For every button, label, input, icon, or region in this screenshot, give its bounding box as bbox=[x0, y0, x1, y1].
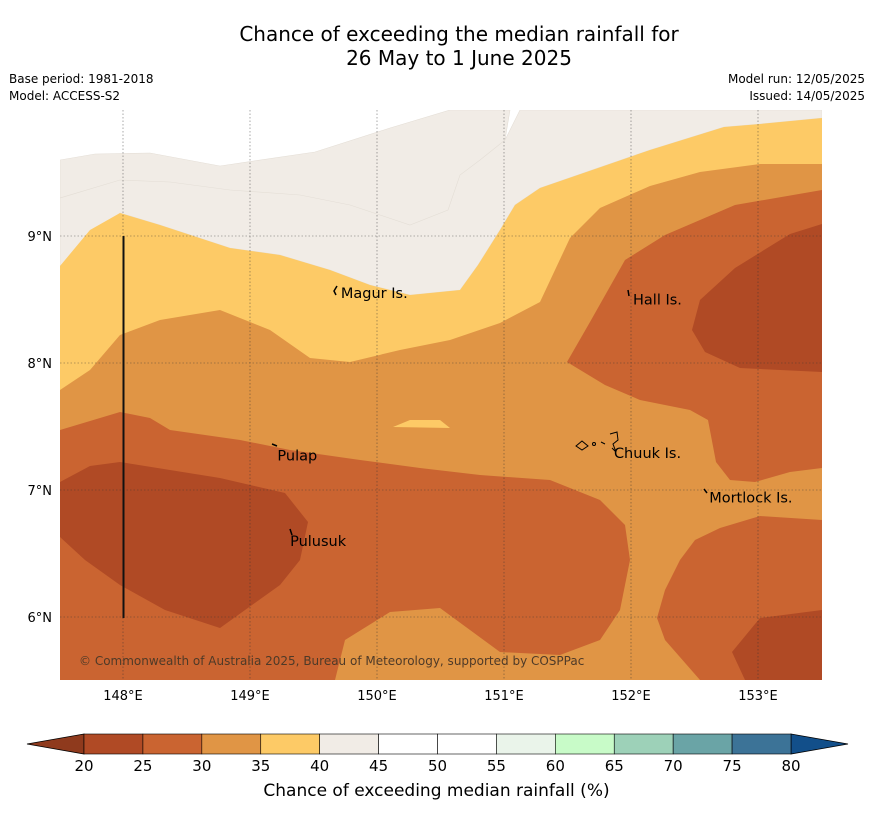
rainfall-map: Magur Is. Hall Is. Pulap Chuuk Is. Mortlock … bbox=[28, 110, 822, 704]
colorbar-tick-60: 60 bbox=[546, 757, 565, 775]
latitude-tick-labels: 9°N 8°N 7°N 6°N bbox=[28, 230, 53, 626]
colorbar-high-extend bbox=[790, 733, 849, 755]
lon-tick-4: 152°E bbox=[611, 689, 651, 704]
colorbar-tick-80: 80 bbox=[781, 757, 800, 775]
colorbar-label: Chance of exceeding median rainfall (%) bbox=[263, 781, 610, 801]
place-label-hall-is: Hall Is. bbox=[633, 293, 682, 309]
model-text: Model: ACCESS-S2 bbox=[9, 89, 121, 103]
meta-right: Model run: 12/05/2025 Issued: 14/05/2025 bbox=[728, 71, 865, 105]
colorbar-tick-20: 20 bbox=[74, 757, 93, 775]
colorbar-tick-70: 70 bbox=[664, 757, 683, 775]
colorbar-tick-40: 40 bbox=[310, 757, 329, 775]
colorbar-cell-9 bbox=[613, 733, 674, 755]
colorbar-cell-6 bbox=[437, 733, 497, 755]
lon-tick-3: 151°E bbox=[484, 689, 524, 704]
colorbar-tick-45: 45 bbox=[369, 757, 388, 775]
colorbar-cell-2 bbox=[201, 733, 262, 755]
mortlock-island-shape bbox=[703, 488, 708, 494]
colorbar-cells bbox=[26, 733, 849, 755]
place-label-magur-is: Magur Is. bbox=[341, 286, 408, 302]
colorbar-tick-30: 30 bbox=[192, 757, 211, 775]
colorbar-cell-8 bbox=[555, 733, 615, 755]
colorbar-ticks: 20 25 30 35 40 45 50 55 60 65 70 75 80 bbox=[74, 757, 800, 775]
colorbar-cell-0 bbox=[83, 733, 144, 755]
colorbar-tick-65: 65 bbox=[605, 757, 624, 775]
lon-tick-5: 153°E bbox=[738, 689, 778, 704]
lon-tick-1: 149°E bbox=[230, 689, 270, 704]
zone-20-25 bbox=[60, 224, 822, 680]
colorbar-tick-55: 55 bbox=[487, 757, 506, 775]
meta-left: Base period: 1981-2018 Model: ACCESS-S2 bbox=[9, 71, 154, 105]
colorbar-cell-10 bbox=[672, 733, 733, 755]
zone-35-40-patch bbox=[393, 420, 450, 428]
copyright-notice: © Commonwealth of Australia 2025, Bureau… bbox=[79, 654, 584, 668]
lat-tick-1: 8°N bbox=[28, 357, 53, 372]
colorbar-cell-7 bbox=[496, 733, 556, 755]
lon-tick-0: 148°E bbox=[103, 689, 143, 704]
lon-tick-2: 150°E bbox=[357, 689, 397, 704]
place-labels: Magur Is. Hall Is. Pulap Chuuk Is. Mortlock … bbox=[277, 286, 792, 550]
colorbar-cell-11 bbox=[731, 733, 792, 755]
magur-island-shape bbox=[333, 285, 338, 296]
title-line-2: 26 May to 1 June 2025 bbox=[346, 46, 572, 70]
colorbar-cell-5 bbox=[378, 733, 438, 755]
hall-island-shape bbox=[627, 289, 630, 297]
colorbar-low-extend bbox=[26, 733, 85, 755]
model-run-text: Model run: 12/05/2025 bbox=[727, 72, 865, 86]
colorbar-cell-1 bbox=[142, 733, 203, 755]
place-label-mortlock-is: Mortlock Is. bbox=[709, 491, 792, 507]
map-fill: Magur Is. Hall Is. Pulap Chuuk Is. Mortlock … bbox=[60, 110, 822, 680]
base-period-text: Base period: 1981-2018 bbox=[9, 72, 154, 86]
pulap-island-shape bbox=[271, 443, 278, 447]
lat-tick-0: 9°N bbox=[28, 230, 53, 245]
chart-title: Chance of exceeding the median rainfall … bbox=[0, 22, 873, 70]
place-label-pulusuk: Pulusuk bbox=[290, 534, 347, 550]
colorbar-cell-4 bbox=[319, 733, 379, 755]
colorbar-tick-35: 35 bbox=[251, 757, 270, 775]
issued-text: Issued: 14/05/2025 bbox=[749, 89, 865, 103]
colorbar-tick-75: 75 bbox=[723, 757, 742, 775]
chuuk-island-shape bbox=[575, 431, 619, 453]
place-label-chuuk-is: Chuuk Is. bbox=[614, 446, 681, 462]
colorbar-tick-50: 50 bbox=[428, 757, 447, 775]
lat-tick-2: 7°N bbox=[28, 484, 53, 499]
lat-tick-3: 6°N bbox=[28, 611, 53, 626]
colorbar-tick-25: 25 bbox=[133, 757, 152, 775]
colorbar-cell-3 bbox=[260, 733, 320, 755]
title-line-1: Chance of exceeding the median rainfall … bbox=[239, 22, 679, 46]
pulusuk-island-shape bbox=[289, 528, 293, 536]
place-label-pulap: Pulap bbox=[277, 449, 317, 465]
longitude-tick-labels: 148°E 149°E 150°E 151°E 152°E 153°E bbox=[103, 689, 778, 704]
